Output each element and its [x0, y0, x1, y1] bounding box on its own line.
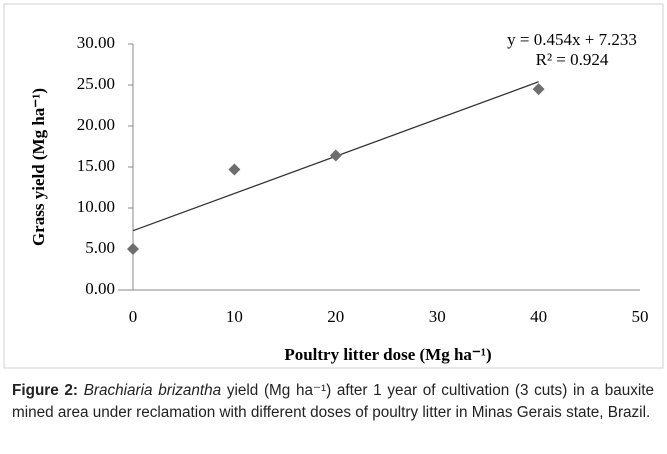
x-tick-label: 50 — [632, 307, 649, 326]
x-tick-label: 0 — [129, 307, 138, 326]
data-point — [532, 83, 545, 96]
y-tick-label: 20.00 — [77, 115, 115, 134]
x-tick-label: 40 — [530, 307, 547, 326]
x-axis-label: Poultry litter dose (Mg ha⁻¹) — [284, 345, 491, 364]
y-axis-label: Grass yield (Mg ha⁻¹) — [29, 88, 48, 246]
y-tick-label: 10.00 — [77, 197, 115, 216]
y-tick-label: 0.00 — [85, 279, 115, 298]
y-tick-label: 5.00 — [85, 238, 115, 257]
data-point — [329, 149, 342, 162]
chart: Grass yield (Mg ha⁻¹) Poultry litter dos… — [3, 3, 664, 369]
equation: y = 0.454x + 7.233 — [507, 30, 637, 49]
caption-species: Brachiaria brizantha — [83, 382, 222, 399]
caption: Figure 2: Brachiaria brizantha yield (Mg… — [12, 380, 654, 424]
x-tick-label: 30 — [429, 307, 446, 326]
y-tick-label: 25.00 — [77, 74, 115, 93]
data-point — [127, 243, 139, 255]
x-tick-label: 20 — [327, 307, 344, 326]
x-tick-label: 10 — [226, 307, 243, 326]
r-squared: R² = 0.924 — [536, 50, 609, 69]
y-tick-label: 30.00 — [77, 33, 115, 52]
caption-label: Figure 2: — [12, 382, 79, 399]
data-point — [228, 163, 241, 176]
y-tick-label: 15.00 — [77, 156, 115, 175]
caption-text: yield (Mg ha⁻¹) after 1 year of cultivat… — [12, 382, 655, 421]
chart-frame — [3, 3, 664, 369]
